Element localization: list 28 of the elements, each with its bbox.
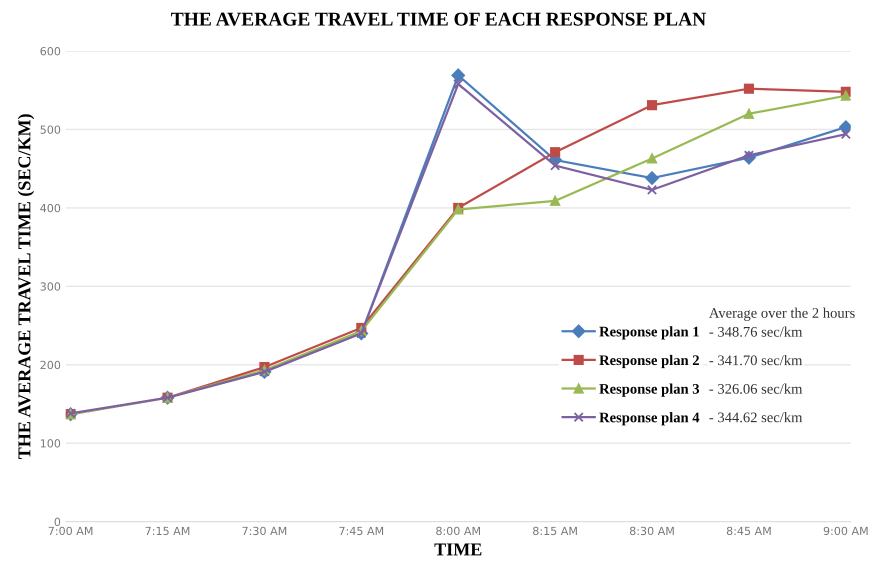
annotation: - 341.70 sec/km — [709, 354, 802, 366]
x-tick-label: 8:30 AM — [630, 526, 674, 536]
legend-label: Response plan 1 — [599, 326, 699, 340]
legend-label: Response plan 3 — [599, 383, 700, 397]
x-tick-label: 9:00 AM — [824, 526, 868, 536]
x-tick-label: 8:45 AM — [726, 526, 771, 536]
y-tick-label: 400 — [40, 204, 60, 212]
y-axis-title: THE AVERAGE TRAVEL TIME (SEC/KM) — [18, 114, 34, 459]
y-tick-label: 500 — [40, 125, 60, 134]
x-tick-label: 7:30 AM — [242, 526, 286, 536]
y-tick-label: 200 — [40, 360, 60, 370]
x-tick-label: 8:00 AM — [436, 526, 480, 536]
y-tick-label: 300 — [40, 282, 60, 291]
legend-label: Response plan 4 — [599, 412, 700, 426]
x-axis-title: TIME — [434, 544, 482, 556]
annotation: - 326.06 sec/km — [709, 384, 802, 394]
annotation: - 348.76 sec/km — [709, 326, 802, 337]
annotation: - 344.62 sec/km — [709, 412, 802, 422]
x-tick-label: 7:45 AM — [339, 526, 384, 536]
chart-title: THE AVERAGE TRAVEL TIME OF EACH RESPONSE PLAN — [171, 12, 706, 26]
y-tick-label: 0 — [54, 518, 60, 526]
x-tick-label: 7:15 AM — [146, 526, 190, 536]
annotation: Average over the 2 hours — [709, 308, 855, 321]
x-tick-label: 7:00 AM — [48, 526, 92, 536]
y-tick-label: 100 — [40, 439, 60, 448]
x-tick-label: 8:15 AM — [533, 526, 577, 536]
y-tick-label: 600 — [40, 47, 60, 56]
legend-label: Response plan 2 — [599, 354, 699, 368]
